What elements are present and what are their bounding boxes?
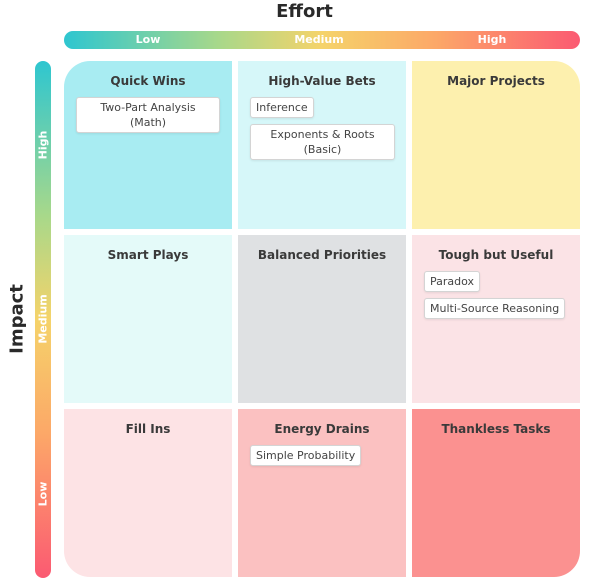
quadrant-fill-ins: Fill Ins: [64, 409, 232, 577]
effort-gradient-bar: Low Medium High: [64, 31, 580, 49]
quadrant-quick-wins: Quick Wins Two-Part Analysis (Math): [64, 61, 232, 229]
task-card-multi-source-reasoning[interactable]: Multi-Source Reasoning: [424, 298, 566, 319]
impact-high-label: High: [36, 130, 50, 160]
task-card-inference[interactable]: Inference: [250, 97, 314, 118]
task-card-simple-probability[interactable]: Simple Probability: [250, 445, 362, 466]
quadrant-title: Tough but Useful: [438, 248, 554, 262]
quadrant-balanced-priorities: Balanced Priorities: [238, 235, 406, 403]
effort-axis-title: Effort: [276, 1, 333, 22]
quadrant-thankless-tasks: Thankless Tasks: [412, 409, 580, 577]
quadrant-title: Energy Drains: [274, 422, 370, 436]
impact-medium-label: Medium: [36, 294, 50, 344]
quadrant-energy-drains: Energy Drains Simple Probability: [238, 409, 406, 577]
quadrant-title: Smart Plays: [107, 248, 189, 262]
quadrant-tough-but-useful: Tough but Useful Paradox Multi-Source Re…: [412, 235, 580, 403]
effort-high-label: High: [477, 33, 507, 46]
quadrant-title: Major Projects: [447, 74, 545, 88]
quadrant-title: Quick Wins: [110, 74, 186, 88]
effort-medium-label: Medium: [294, 33, 344, 46]
quadrant-title: Balanced Priorities: [257, 248, 387, 262]
quadrant-high-value-bets: High-Value Bets Inference Exponents & Ro…: [238, 61, 406, 229]
task-card-two-part-analysis[interactable]: Two-Part Analysis (Math): [76, 97, 220, 133]
quadrant-smart-plays: Smart Plays: [64, 235, 232, 403]
effort-low-label: Low: [135, 33, 161, 46]
quadrant-title: Thankless Tasks: [441, 422, 551, 436]
impact-gradient-bar: High Medium Low: [35, 61, 51, 578]
quadrant-title: High-Value Bets: [268, 74, 376, 88]
task-card-exponents-roots[interactable]: Exponents & Roots (Basic): [250, 124, 395, 160]
task-card-paradox[interactable]: Paradox: [424, 271, 481, 292]
quadrant-major-projects: Major Projects: [412, 61, 580, 229]
impact-axis-title: Impact: [6, 284, 28, 354]
quadrant-title: Fill Ins: [125, 422, 171, 436]
priority-matrix: Quick Wins Two-Part Analysis (Math) High…: [64, 61, 580, 577]
impact-low-label: Low: [36, 481, 50, 507]
